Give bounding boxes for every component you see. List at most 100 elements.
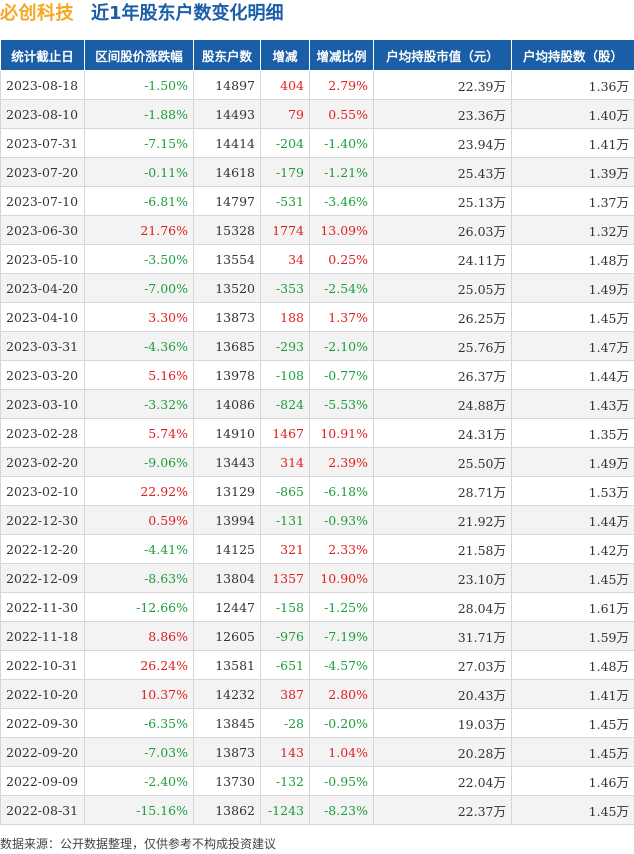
cell-change: 404 (260, 70, 310, 100)
table-row: 2023-08-10 -1.88% 14493 79 0.55% 23.36万 1.40万 (0, 99, 634, 129)
header-avg-value: 户均持股市值（元） (373, 39, 512, 71)
table-header-row: 统计截止日 区间股价涨跌幅 股东户数 增减 增减比例 户均持股市值（元） 户均持… (0, 39, 634, 71)
cell-avg-value: 31.71万 (373, 621, 512, 651)
cell-avg-shares: 1.41万 (511, 679, 634, 709)
cell-change: -28 (260, 708, 310, 738)
cell-avg-shares: 1.48万 (511, 244, 634, 274)
cell-change-pct: -1.25% (309, 592, 374, 622)
cell-date: 2023-06-30 (0, 215, 85, 245)
cell-avg-value: 25.76万 (373, 331, 512, 361)
cell-avg-value: 25.43万 (373, 157, 512, 187)
cell-avg-value: 22.04万 (373, 766, 512, 796)
table-row: 2023-05-10 -3.50% 13554 34 0.25% 24.11万 1.48万 (0, 244, 634, 274)
cell-price-change: 8.86% (84, 621, 194, 651)
cell-holders: 13873 (193, 737, 261, 767)
cell-change: 387 (260, 679, 310, 709)
cell-date: 2022-09-09 (0, 766, 85, 796)
cell-date: 2022-12-30 (0, 505, 85, 535)
cell-avg-shares: 1.48万 (511, 650, 634, 680)
cell-avg-shares: 1.36万 (511, 70, 634, 100)
cell-avg-shares: 1.40万 (511, 99, 634, 129)
cell-date: 2022-09-20 (0, 737, 85, 767)
cell-avg-value: 19.03万 (373, 708, 512, 738)
cell-price-change: 21.76% (84, 215, 194, 245)
cell-avg-shares: 1.45万 (511, 795, 634, 825)
cell-date: 2022-11-18 (0, 621, 85, 651)
cell-change: -204 (260, 128, 310, 158)
table-row: 2022-12-09 -8.63% 13804 1357 10.90% 23.10万 1.4… (0, 563, 634, 593)
cell-date: 2023-08-18 (0, 70, 85, 100)
cell-price-change: -2.40% (84, 766, 194, 796)
cell-change-pct: 2.39% (309, 447, 374, 477)
cell-change: 314 (260, 447, 310, 477)
table-row: 2023-07-20 -0.11% 14618 -179 -1.21% 25.43万 1.3… (0, 157, 634, 187)
cell-price-change: 5.16% (84, 360, 194, 390)
cell-change-pct: -0.77% (309, 360, 374, 390)
cell-change-pct: -7.19% (309, 621, 374, 651)
cell-avg-value: 23.36万 (373, 99, 512, 129)
cell-avg-shares: 1.44万 (511, 360, 634, 390)
cell-change: -353 (260, 273, 310, 303)
cell-avg-shares: 1.45万 (511, 708, 634, 738)
cell-avg-value: 23.10万 (373, 563, 512, 593)
cell-date: 2023-03-20 (0, 360, 85, 390)
cell-change-pct: -1.40% (309, 128, 374, 158)
cell-price-change: -8.63% (84, 563, 194, 593)
cell-date: 2023-07-20 (0, 157, 85, 187)
cell-holders: 13443 (193, 447, 261, 477)
cell-holders: 13129 (193, 476, 261, 506)
cell-change: 1357 (260, 563, 310, 593)
cell-avg-value: 21.92万 (373, 505, 512, 535)
cell-date: 2022-11-30 (0, 592, 85, 622)
cell-price-change: -6.81% (84, 186, 194, 216)
cell-avg-value: 26.03万 (373, 215, 512, 245)
cell-date: 2022-10-20 (0, 679, 85, 709)
table-row: 2023-02-10 22.92% 13129 -865 -6.18% 28.71万 1.5… (0, 476, 634, 506)
cell-change-pct: -0.95% (309, 766, 374, 796)
cell-change-pct: -1.21% (309, 157, 374, 187)
cell-price-change: -0.11% (84, 157, 194, 187)
cell-date: 2023-04-10 (0, 302, 85, 332)
cell-change-pct: 0.55% (309, 99, 374, 129)
cell-price-change: -1.88% (84, 99, 194, 129)
cell-price-change: 10.37% (84, 679, 194, 709)
cell-price-change: -6.35% (84, 708, 194, 738)
cell-date: 2022-09-30 (0, 708, 85, 738)
cell-avg-value: 28.04万 (373, 592, 512, 622)
header-date: 统计截止日 (0, 39, 85, 71)
header-price-change: 区间股价涨跌幅 (84, 39, 194, 71)
cell-avg-shares: 1.46万 (511, 766, 634, 796)
cell-holders: 13554 (193, 244, 261, 274)
cell-change-pct: 1.37% (309, 302, 374, 332)
cell-avg-value: 26.25万 (373, 302, 512, 332)
cell-change-pct: 1.04% (309, 737, 374, 767)
cell-date: 2022-12-20 (0, 534, 85, 564)
cell-holders: 13685 (193, 331, 261, 361)
cell-date: 2023-02-28 (0, 418, 85, 448)
cell-change: -976 (260, 621, 310, 651)
cell-change: -865 (260, 476, 310, 506)
cell-avg-shares: 1.45万 (511, 737, 634, 767)
cell-date: 2023-03-10 (0, 389, 85, 419)
cell-avg-value: 22.39万 (373, 70, 512, 100)
table-row: 2023-07-10 -6.81% 14797 -531 -3.46% 25.13万 1.3… (0, 186, 634, 216)
cell-change-pct: -3.46% (309, 186, 374, 216)
cell-holders: 14414 (193, 128, 261, 158)
cell-change: -651 (260, 650, 310, 680)
cell-date: 2023-07-31 (0, 128, 85, 158)
cell-change: 321 (260, 534, 310, 564)
cell-date: 2023-02-20 (0, 447, 85, 477)
cell-holders: 13845 (193, 708, 261, 738)
cell-change: -293 (260, 331, 310, 361)
table-row: 2023-04-20 -7.00% 13520 -353 -2.54% 25.05万 1.4… (0, 273, 634, 303)
cell-avg-shares: 1.41万 (511, 128, 634, 158)
cell-change: 79 (260, 99, 310, 129)
table-row: 2022-12-20 -4.41% 14125 321 2.33% 21.58万 1.42万 (0, 534, 634, 564)
cell-avg-shares: 1.35万 (511, 418, 634, 448)
cell-date: 2022-08-31 (0, 795, 85, 825)
cell-price-change: -15.16% (84, 795, 194, 825)
cell-holders: 13978 (193, 360, 261, 390)
cell-avg-value: 21.58万 (373, 534, 512, 564)
cell-avg-shares: 1.47万 (511, 331, 634, 361)
cell-price-change: 26.24% (84, 650, 194, 680)
